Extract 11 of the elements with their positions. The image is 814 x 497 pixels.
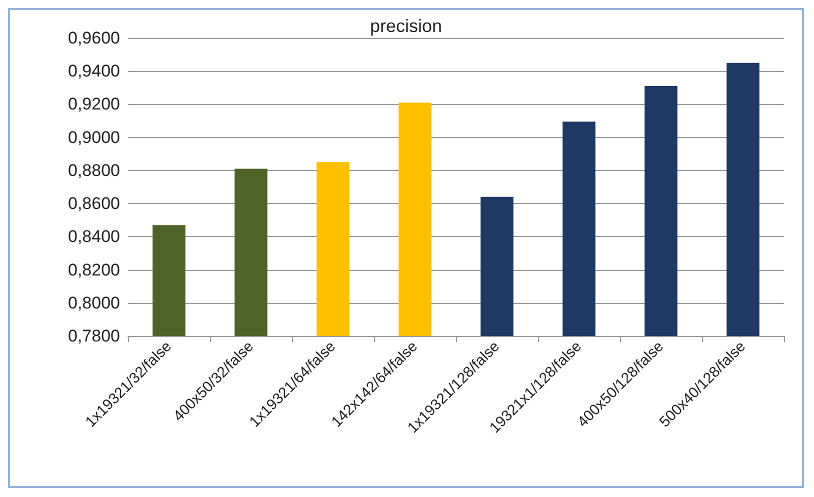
y-tick-label: 0,8800: [68, 160, 120, 180]
y-tick-label: 0,8600: [68, 194, 120, 214]
chart-title: precision: [370, 16, 442, 36]
y-tick-label: 0,7800: [68, 326, 120, 346]
y-tick-label: 0,9200: [68, 94, 120, 114]
y-tick-label: 0,8400: [68, 227, 120, 246]
y-tick-label: 0,9400: [68, 62, 120, 81]
y-tick-label: 0,9600: [68, 28, 120, 48]
y-tick-label: 0,8000: [68, 293, 120, 312]
y-tick-label: 0,9000: [68, 128, 120, 147]
y-tick-label: 0,8200: [68, 260, 120, 280]
